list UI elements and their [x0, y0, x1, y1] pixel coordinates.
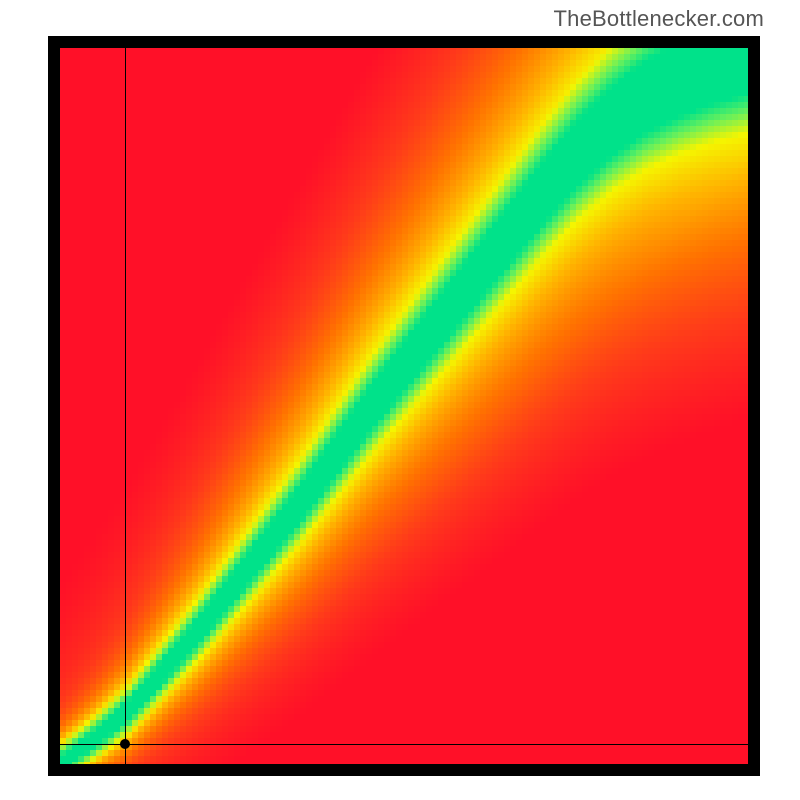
crosshair-horizontal	[60, 744, 748, 745]
watermark-text: TheBottlenecker.com	[554, 6, 764, 32]
chart-container: TheBottlenecker.com	[0, 0, 800, 800]
crosshair-vertical	[125, 48, 126, 764]
crosshair-dot	[120, 739, 130, 749]
bottleneck-heatmap	[48, 36, 760, 776]
heatmap-frame	[48, 36, 760, 776]
